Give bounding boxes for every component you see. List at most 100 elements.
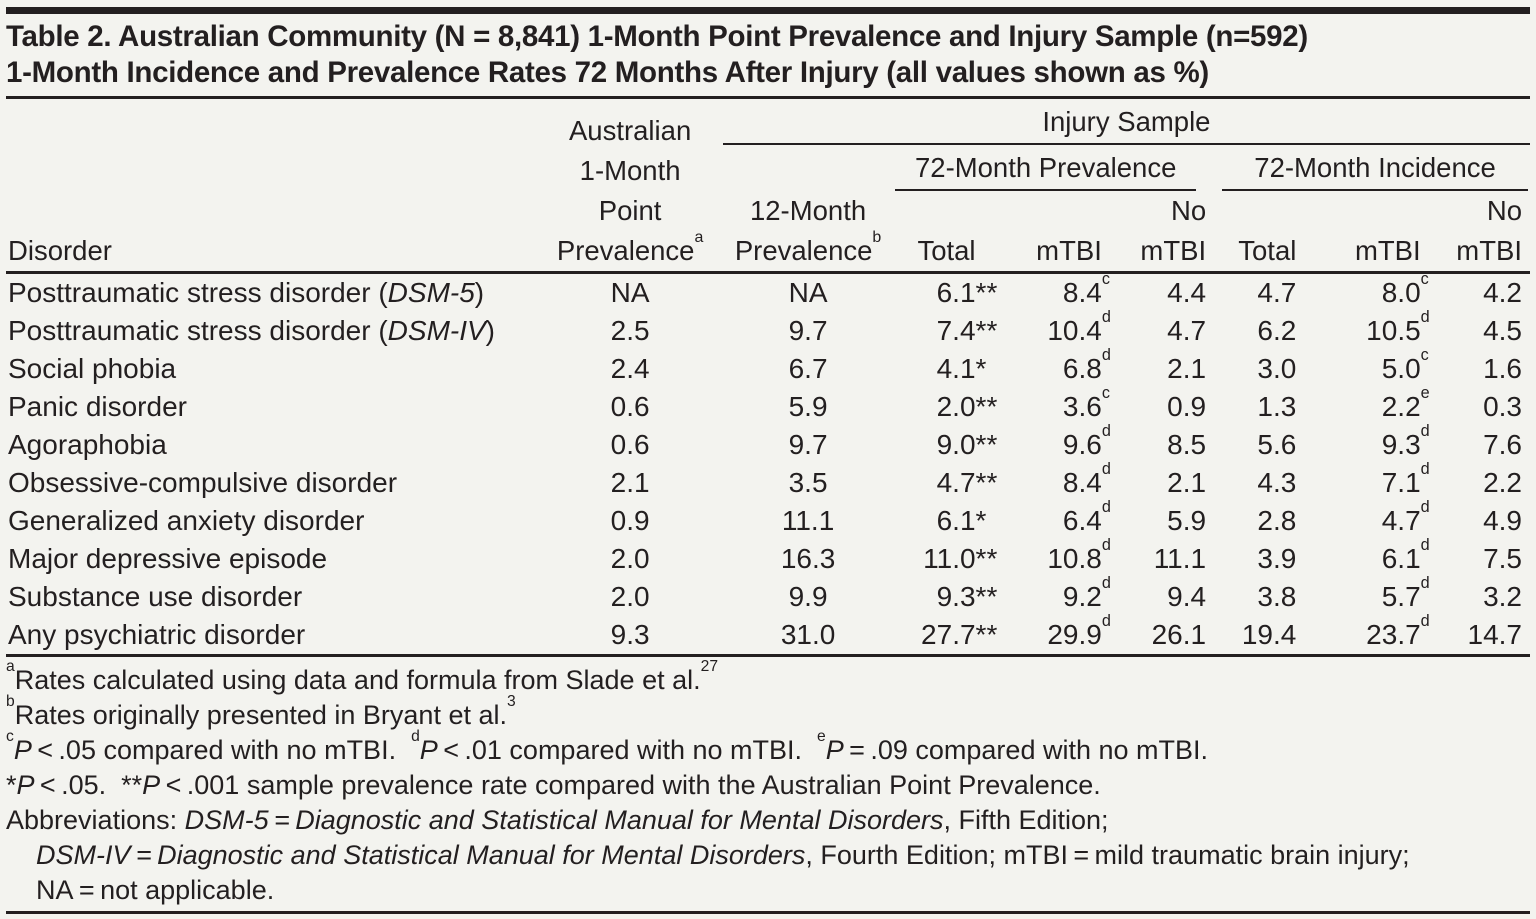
- value-cell: 29.9d: [1047, 611, 1111, 650]
- value-cell: 6.1d: [1381, 535, 1430, 574]
- footnote-b: bRates originally presented in Bryant et…: [6, 693, 516, 730]
- value-cell: 0.9: [610, 505, 650, 536]
- value-cell: 4.5: [1483, 315, 1522, 346]
- value-cell: 9.7: [788, 429, 828, 460]
- footnote-abbreviations-2: DSM-IV = Diagnostic and Statistical Manu…: [36, 840, 1410, 870]
- value-cell: 7.6: [1483, 429, 1522, 460]
- value-cell: 8.0c: [1381, 269, 1429, 308]
- col-header-australian-point-prevalence-text: Australian 1-Month Point Prevalencea: [556, 115, 704, 266]
- value-cell: 9.7: [788, 315, 828, 346]
- top-rule: [6, 7, 1530, 14]
- value-cell: 7.5: [1483, 543, 1522, 574]
- footnote-cde: cP < .05 compared with no mTBI. dP < .01…: [6, 728, 1209, 765]
- col-header-12-month-prevalence: 12-Month Prevalenceb: [723, 145, 893, 273]
- value-cell: 4.7d: [1381, 497, 1430, 536]
- value-cell: 4.7: [1257, 277, 1297, 308]
- value-cell: 0.9: [1167, 391, 1207, 422]
- value-cell: 6.4d: [1062, 497, 1111, 536]
- value-cell: 1.6: [1483, 353, 1522, 384]
- value-cell: 9.0**: [936, 429, 998, 460]
- value-cell: 2.5: [610, 315, 650, 346]
- col-header-prevalence-total: Total: [917, 235, 976, 266]
- value-cell: 3.6c: [1062, 383, 1110, 422]
- footnote-abbreviations-1: Abbreviations: DSM-5 = Diagnostic and St…: [6, 805, 1109, 835]
- disorder-name-cell: Any psychiatric disorder: [8, 619, 306, 650]
- value-cell: 3.9: [1257, 543, 1297, 574]
- value-cell: 3.2: [1483, 581, 1522, 612]
- value-cell: 11.1: [781, 505, 835, 536]
- table-body: Posttraumatic stress disorder (DSM-5) NA N…: [6, 269, 1530, 656]
- col-header-disorder: Disorder: [8, 235, 112, 266]
- value-cell: 3.5: [788, 467, 828, 498]
- value-cell: 8.5: [1167, 429, 1207, 460]
- disorder-name-cell: Posttraumatic stress disorder (DSM-IV): [8, 315, 495, 346]
- value-cell: 0.3: [1483, 391, 1522, 422]
- value-cell: 6.1**: [936, 277, 998, 308]
- table-row: Agoraphobia 0.6 9.7 9.0** 9.6d 8.5 5.6 9.3d 7.6: [6, 422, 1530, 464]
- footnotes: aRates calculated using data and formula…: [6, 659, 1530, 908]
- spanner-72-month-incidence: 72-Month Incidence: [1214, 145, 1530, 191]
- table-row: Major depressive episode 2.0 16.3 11.0** 10.…: [6, 535, 1530, 578]
- value-cell: 5.6: [1257, 429, 1297, 460]
- value-cell: 2.1: [1167, 353, 1207, 384]
- table-row: Posttraumatic stress disorder (DSM-IV) 2.…: [6, 307, 1530, 350]
- spanner-injury-sample-label: Injury Sample: [722, 102, 1530, 145]
- table-row: Posttraumatic stress disorder (DSM-5) NA N…: [6, 269, 1530, 313]
- disorder-name-cell: Social phobia: [8, 353, 177, 384]
- value-cell: 5.0c: [1381, 345, 1429, 384]
- value-cell: 14.7: [1467, 619, 1523, 650]
- value-cell: NA: [788, 277, 828, 308]
- value-cell: 2.1: [610, 467, 650, 498]
- table-row: Social phobia 2.4 6.7 4.1* 6.8d 2.1 3.0 5.0c 1.6: [6, 345, 1530, 388]
- table-row: Panic disorder 0.6 5.9 2.0** 3.6c 0.9 1.3 2.2e 0…: [6, 383, 1530, 426]
- table-title: Table 2. Australian Community (N = 8,841…: [6, 19, 1530, 91]
- col-header-prevalence-mtbi: mTBI: [1036, 235, 1102, 266]
- disorder-name-cell: Agoraphobia: [8, 429, 167, 460]
- value-cell: 11.1: [1153, 543, 1207, 574]
- value-cell: 4.2: [1483, 277, 1522, 308]
- col-header-incidence-mtbi: mTBI: [1354, 235, 1421, 266]
- bottom-rule: [6, 911, 1530, 914]
- value-cell: 9.3**: [936, 581, 998, 612]
- value-cell: 8.4d: [1062, 459, 1111, 498]
- value-cell: 2.0: [610, 581, 650, 612]
- value-cell: 3.8: [1257, 581, 1297, 612]
- value-cell: 9.3: [610, 619, 650, 650]
- spanner-72-month-prevalence-label: 72-Month Prevalence: [895, 148, 1197, 191]
- value-cell: 7.1d: [1381, 459, 1430, 498]
- disorder-name-cell: Substance use disorder: [8, 581, 303, 612]
- value-cell: 4.7**: [936, 467, 998, 498]
- value-cell: 2.0**: [936, 391, 998, 422]
- col-header-incidence-no-mtbi: No mTBI: [1456, 195, 1522, 266]
- value-cell: 9.9: [788, 581, 828, 612]
- value-cell: 16.3: [780, 543, 836, 574]
- table-row: Generalized anxiety disorder 0.9 11.1 6.1* 6…: [6, 497, 1530, 540]
- col-header-incidence-total: Total: [1238, 235, 1297, 266]
- value-cell: 4.9: [1483, 505, 1522, 536]
- col-header-prevalence-no-mtbi: No mTBI: [1140, 195, 1207, 266]
- value-cell: 2.1: [1167, 467, 1207, 498]
- value-cell: 31.0: [780, 619, 836, 650]
- value-cell: 23.7d: [1366, 611, 1430, 650]
- table-title-line-2: 1-Month Incidence and Prevalence Rates 7…: [6, 56, 1209, 89]
- value-cell: 19.4: [1241, 619, 1297, 650]
- footnote-abbreviations-3: NA = not applicable.: [36, 875, 275, 905]
- value-cell: 10.5d: [1366, 307, 1430, 346]
- value-cell: 10.8d: [1047, 535, 1111, 574]
- value-cell: 6.7: [788, 353, 828, 384]
- value-cell: 4.7: [1167, 315, 1207, 346]
- value-cell: 27.7**: [921, 619, 998, 650]
- table-row: Obsessive-compulsive disorder 2.1 3.5 4.7**…: [6, 459, 1530, 502]
- value-cell: 10.4d: [1047, 307, 1111, 346]
- prevalence-table: Disorder Australian 1-Month Point Prevalenc…: [6, 99, 1530, 657]
- disorder-name-cell: Panic disorder: [8, 391, 187, 422]
- value-cell: 2.2: [1483, 467, 1522, 498]
- value-cell: 5.9: [1167, 505, 1207, 536]
- value-cell: 4.3: [1257, 467, 1297, 498]
- col-header-12-month-prevalence-text: 12-Month Prevalenceb: [734, 195, 882, 266]
- table-title-line-1: Table 2. Australian Community (N = 8,841…: [6, 20, 1308, 53]
- value-cell: 1.3: [1257, 391, 1297, 422]
- value-cell: 26.1: [1151, 619, 1207, 650]
- title-divider-rule: [6, 96, 1530, 99]
